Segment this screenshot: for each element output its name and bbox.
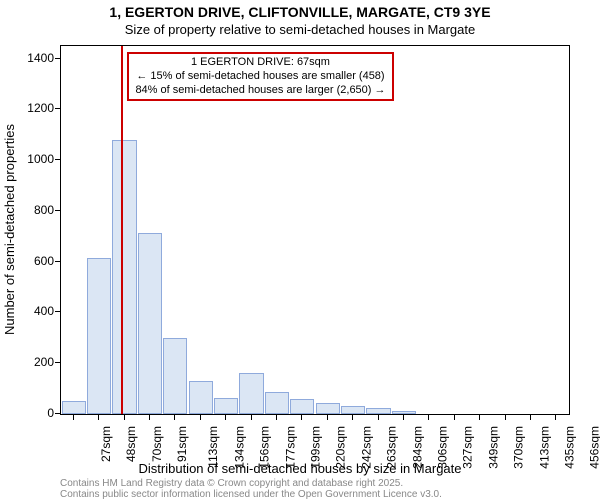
x-tick-mark	[378, 415, 379, 420]
y-tick-label: 0	[14, 406, 54, 420]
histogram-bar	[214, 398, 238, 414]
histogram-bar	[265, 392, 289, 414]
plot-area: 1 EGERTON DRIVE: 67sqm← 15% of semi-deta…	[60, 45, 570, 415]
histogram-bar	[316, 403, 340, 414]
y-tick-mark	[55, 210, 60, 211]
chart-container: 1, EGERTON DRIVE, CLIFTONVILLE, MARGATE,…	[0, 0, 600, 500]
x-tick-mark	[149, 415, 150, 420]
x-tick-mark	[403, 415, 404, 420]
plot-inner: 1 EGERTON DRIVE: 67sqm← 15% of semi-deta…	[61, 46, 569, 414]
x-tick-mark	[301, 415, 302, 420]
x-tick-mark	[530, 415, 531, 420]
histogram-bar	[163, 338, 187, 414]
y-tick-mark	[55, 413, 60, 414]
x-tick-mark	[352, 415, 353, 420]
x-tick-mark	[251, 415, 252, 420]
histogram-bar	[138, 233, 162, 414]
x-tick-label: 91sqm	[175, 426, 189, 462]
y-tick-mark	[55, 58, 60, 59]
y-tick-label: 400	[14, 304, 54, 318]
y-tick-mark	[55, 159, 60, 160]
annotation-line: 84% of semi-detached houses are larger (…	[135, 84, 385, 98]
histogram-bar	[341, 406, 365, 414]
x-tick-label: 48sqm	[124, 426, 138, 462]
x-tick-mark	[428, 415, 429, 420]
x-tick-mark	[73, 415, 74, 420]
y-tick-label: 1000	[14, 152, 54, 166]
y-tick-mark	[55, 311, 60, 312]
x-tick-mark	[276, 415, 277, 420]
histogram-bar	[62, 401, 86, 414]
histogram-bar	[366, 408, 390, 414]
x-tick-label: 70sqm	[150, 426, 164, 462]
annotation-box: 1 EGERTON DRIVE: 67sqm← 15% of semi-deta…	[127, 52, 393, 101]
x-tick-label: 27sqm	[99, 426, 113, 462]
x-tick-mark	[200, 415, 201, 420]
histogram-bar	[239, 373, 263, 414]
x-tick-mark	[505, 415, 506, 420]
y-tick-label: 1400	[14, 51, 54, 65]
annotation-line: 1 EGERTON DRIVE: 67sqm	[135, 56, 385, 70]
y-tick-label: 200	[14, 355, 54, 369]
x-tick-mark	[454, 415, 455, 420]
x-tick-mark	[555, 415, 556, 420]
histogram-bar	[189, 381, 213, 414]
x-axis-label: Distribution of semi-detached houses by …	[0, 461, 600, 476]
annotation-line: ← 15% of semi-detached houses are smalle…	[135, 70, 385, 84]
x-tick-mark	[174, 415, 175, 420]
y-tick-mark	[55, 108, 60, 109]
x-tick-mark	[225, 415, 226, 420]
histogram-bar	[112, 140, 136, 414]
y-tick-label: 800	[14, 203, 54, 217]
y-tick-mark	[55, 362, 60, 363]
x-tick-mark	[124, 415, 125, 420]
y-tick-mark	[55, 261, 60, 262]
property-marker-line	[121, 46, 123, 414]
histogram-bar	[392, 411, 416, 414]
x-tick-mark	[98, 415, 99, 420]
x-tick-mark	[479, 415, 480, 420]
x-tick-mark	[327, 415, 328, 420]
chart-title-line2: Size of property relative to semi-detach…	[0, 22, 600, 37]
histogram-bar	[290, 399, 314, 414]
histogram-bar	[87, 258, 111, 414]
y-tick-label: 600	[14, 254, 54, 268]
y-tick-label: 1200	[14, 101, 54, 115]
chart-title-line1: 1, EGERTON DRIVE, CLIFTONVILLE, MARGATE,…	[0, 4, 600, 20]
